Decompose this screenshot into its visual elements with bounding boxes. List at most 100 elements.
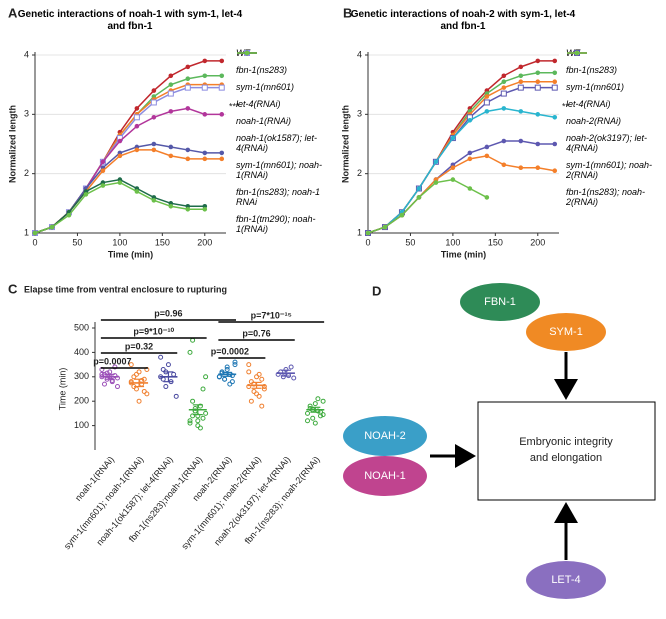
marker (450, 177, 456, 182)
marker (501, 79, 507, 84)
node-label: SYM-1 (549, 326, 583, 338)
marker (501, 73, 507, 79)
marker (219, 58, 225, 64)
marker (518, 73, 524, 79)
p-value: p=0.96 (154, 308, 182, 318)
x-tick-label: 200 (530, 237, 545, 247)
x-tick-label: 100 (445, 237, 460, 247)
dot (315, 396, 321, 402)
node: LET-4 (526, 561, 606, 599)
dot (251, 388, 257, 394)
marker (484, 109, 490, 114)
marker (535, 70, 541, 76)
dot (136, 369, 142, 375)
marker (551, 84, 558, 91)
marker (49, 224, 55, 230)
marker (168, 82, 174, 87)
node-label: NOAH-2 (364, 430, 406, 442)
marker (168, 153, 174, 159)
dot (109, 377, 115, 383)
series-line (367, 107, 555, 234)
dot (187, 420, 193, 426)
y-tick-label: 3 (357, 109, 362, 119)
dot (104, 370, 110, 376)
legend-item: fbn-1(tm290); noah-1(RNAi) (236, 50, 331, 234)
marker (168, 204, 174, 209)
y-tick-label: 3 (24, 109, 29, 119)
dot (254, 391, 260, 397)
marker (32, 230, 38, 236)
dot (280, 374, 286, 380)
dot (195, 423, 201, 429)
dot (160, 366, 166, 372)
dot (114, 384, 120, 390)
dot (222, 376, 228, 382)
marker (552, 70, 558, 76)
legend-label: let-4(RNAi) (566, 99, 611, 109)
chart-title: Elapse time from ventral enclosure to ru… (24, 284, 227, 294)
marker (518, 109, 524, 114)
p-value: p=0.0007 (93, 356, 131, 366)
y-tick-label: 2 (24, 168, 29, 178)
dot (288, 364, 294, 370)
legend-item: noah-2(RNAi) (566, 50, 664, 126)
marker (535, 112, 541, 117)
legend-item: noah-1(ok1587); let-4(RNAi) (236, 50, 331, 153)
dot (320, 412, 326, 418)
marker (134, 189, 140, 194)
marker (168, 73, 174, 79)
marker (117, 153, 123, 159)
y-tick-label: 4 (24, 49, 29, 59)
dot (112, 364, 118, 370)
node: NOAH-2 (343, 416, 427, 456)
marker (185, 76, 191, 82)
node-label: FBN-1 (484, 296, 516, 308)
marker (484, 144, 490, 150)
marker (185, 106, 191, 111)
marker (500, 90, 507, 97)
marker (518, 64, 524, 70)
dot (197, 403, 203, 409)
marker (517, 84, 524, 91)
legend-item: fbn-1(ns283); noah-2(RNAi) (566, 50, 664, 207)
y-axis-label: Normalized length (340, 105, 350, 183)
series-line (34, 178, 205, 234)
significance: ** (562, 101, 570, 111)
marker (202, 112, 208, 117)
marker (535, 58, 541, 64)
dot (200, 415, 206, 421)
y-tick-label: 1 (24, 227, 29, 237)
y-tick-label: 400 (74, 347, 89, 357)
panel-label: A (8, 5, 18, 20)
legend-label: fbn-1(ns283); noah-2(RNAi) (566, 187, 646, 207)
dot (171, 371, 177, 377)
chart-title: Genetic interactions of noah-2 with sym-… (350, 9, 576, 32)
marker (552, 115, 558, 120)
dot (187, 349, 193, 355)
marker (219, 156, 225, 162)
marker (117, 180, 123, 185)
dot (261, 386, 267, 392)
marker (202, 58, 208, 64)
marker (467, 117, 473, 123)
series-line (367, 155, 555, 234)
x-tick-label: 150 (488, 237, 503, 247)
dot (128, 362, 134, 368)
marker (433, 180, 439, 185)
dot (187, 418, 193, 424)
marker (501, 85, 507, 90)
node: SYM-1 (526, 313, 606, 351)
x-tick-label: 150 (155, 237, 170, 247)
legend-item: sym-1(mn601); noah-2(RNAi) (566, 50, 664, 180)
y-tick-label: 2 (357, 168, 362, 178)
x-tick-label: 50 (405, 237, 415, 247)
marker (467, 156, 473, 162)
marker (201, 84, 208, 91)
dot (259, 403, 265, 409)
marker (219, 112, 225, 117)
marker (134, 123, 140, 129)
legend-item: sym-1(mn601) (566, 50, 664, 92)
dot (158, 354, 164, 360)
legend-item: noah-1(RNAi) (236, 50, 331, 126)
dot (144, 391, 150, 397)
